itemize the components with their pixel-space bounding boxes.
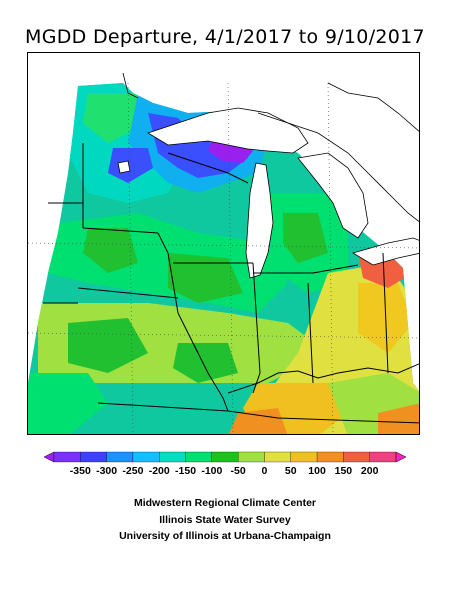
legend-tick-label: -350: [70, 465, 91, 477]
legend-swatch: [211, 451, 239, 463]
legend-tick-label: -300: [96, 465, 117, 477]
legend-swatch: [264, 451, 291, 463]
departure-map: [27, 52, 420, 435]
legend-swatch: [132, 451, 160, 463]
legend-tick-label: -150: [175, 465, 196, 477]
legend-swatch: [106, 451, 134, 463]
map-canvas: [28, 72, 419, 434]
legend-tick-label: 50: [285, 465, 297, 477]
legend-tick-label: -100: [201, 465, 222, 477]
legend-arrow-left: [43, 451, 55, 463]
legend-tick-label: -200: [149, 465, 170, 477]
legend-bar: -350 -300 -250 -200 -150 -100 -50 0 50 100 150 200: [43, 451, 407, 477]
credit-line-2: Illinois State Water Survey: [159, 513, 291, 526]
legend-arrow-right: [395, 451, 407, 463]
legend-swatch: [80, 451, 107, 463]
great-lakes: [117, 107, 419, 279]
credit-line-3: University of Illinois at Urbana-Champai…: [119, 530, 331, 542]
credit-line-1: Midwestern Regional Climate Center: [133, 497, 317, 509]
legend-swatch: [159, 451, 186, 463]
legend-tick-label: 200: [361, 465, 379, 477]
map-title: MGDD Departure, 4/1/2017 to 9/10/2017: [25, 26, 425, 48]
legend-swatch: [238, 451, 265, 463]
legend-tick-label: 150: [335, 465, 353, 477]
legend-swatch: [185, 451, 212, 463]
state-borders: [43, 143, 419, 424]
legend-tick-label: -50: [231, 465, 246, 477]
credits: Midwestern Regional Climate Center Illin…: [0, 495, 450, 545]
legend-swatch: [343, 451, 370, 463]
legend-tick-label: 0: [262, 465, 268, 477]
legend-tick-label: -250: [122, 465, 143, 477]
color-legend: -350 -300 -250 -200 -150 -100 -50 0 50 100 150 200: [0, 446, 450, 486]
legend-tick-label: 100: [308, 465, 326, 477]
legend-swatch: [369, 451, 397, 463]
legend-swatch: [290, 451, 318, 463]
canada-outline: [122, 72, 419, 222]
legend-swatch: [316, 451, 344, 463]
county-grid: [28, 82, 419, 434]
legend-swatch: [53, 451, 81, 463]
